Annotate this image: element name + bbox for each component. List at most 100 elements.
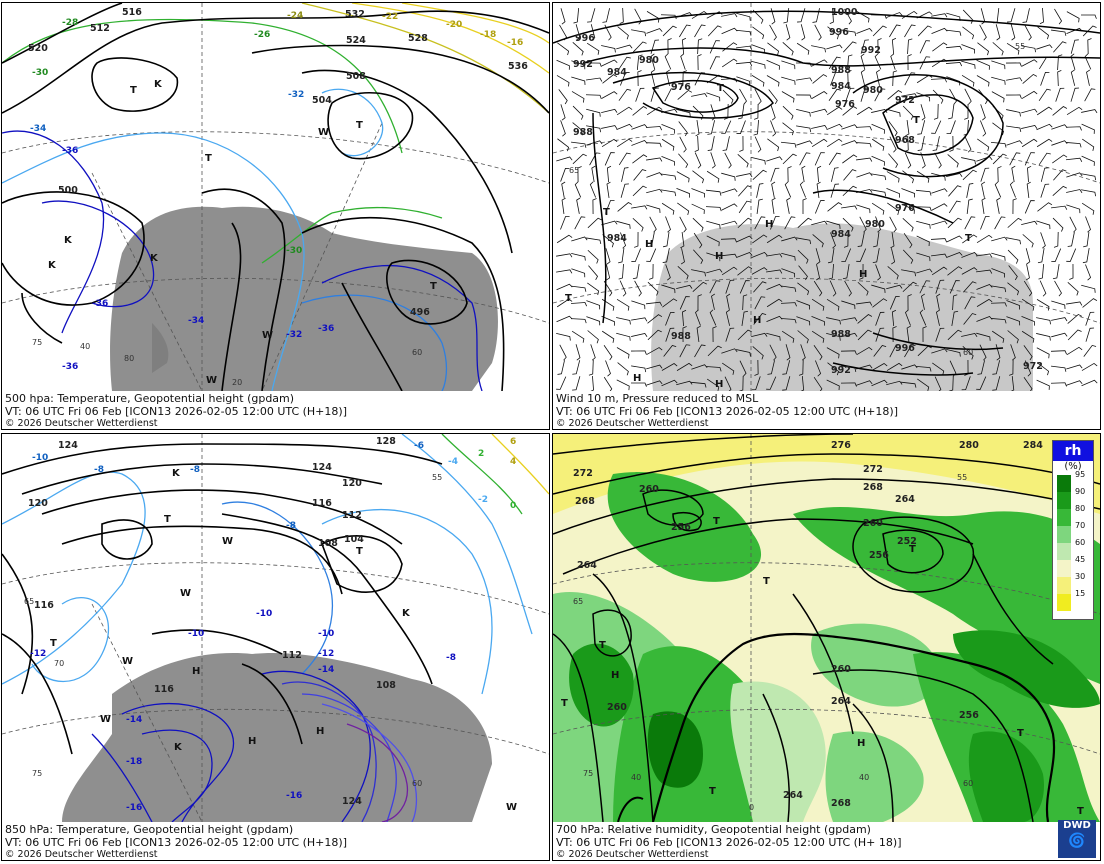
wind-barb <box>781 60 796 70</box>
wind-barb <box>751 157 766 165</box>
wind-barb <box>619 7 624 24</box>
temp-label: -32 <box>288 90 304 100</box>
wind-barb <box>901 203 915 214</box>
wind-barb <box>601 315 615 326</box>
wind-barb <box>827 248 835 264</box>
isobar-label: 992 <box>831 365 851 376</box>
wind-barb <box>752 169 767 181</box>
wind-barb <box>991 236 1008 242</box>
wind-barb <box>753 119 759 136</box>
wind-barb <box>680 232 685 249</box>
wind-barb <box>556 59 570 70</box>
wind-barb <box>1006 77 1023 82</box>
wind-barb <box>915 189 932 196</box>
grid-label: 65 <box>569 166 579 175</box>
wind-barb <box>1055 87 1065 102</box>
wind-barb <box>767 138 780 152</box>
wind-barb <box>782 42 794 56</box>
grid-label: 75 <box>583 769 593 778</box>
wind-barb <box>601 59 618 67</box>
wind-barb <box>738 104 745 120</box>
map-850hpa: 128 124 124 120 120 116 112 108 104 116 … <box>2 434 549 822</box>
isobar-label: 992 <box>861 45 881 56</box>
wind-barb <box>631 300 646 310</box>
wind-barb <box>1057 70 1062 87</box>
height-label: 252 <box>897 536 917 547</box>
temp-label: -36 <box>62 362 78 372</box>
wind-barb <box>798 265 808 281</box>
wind-barb <box>571 285 587 292</box>
wind-barb <box>1051 317 1068 322</box>
wind-barb <box>830 183 840 198</box>
wind-barb <box>1051 29 1067 36</box>
temp-label: -8 <box>190 465 200 475</box>
wind-barb <box>1036 220 1051 230</box>
wind-barb <box>856 106 873 116</box>
wind-barb <box>616 317 631 325</box>
temp-label: -30 <box>286 246 302 256</box>
height-label: 264 <box>895 494 915 505</box>
wind-barb <box>587 217 602 229</box>
wind-barb <box>721 362 735 375</box>
wind-barb <box>647 329 662 341</box>
wind-barb <box>903 232 913 249</box>
wind-barb <box>891 37 897 55</box>
wind-barb <box>831 167 839 182</box>
warm-center: W <box>318 127 329 138</box>
low-center: T <box>50 638 57 649</box>
wind-barb <box>662 248 670 263</box>
legend-row: 15 <box>1053 589 1093 611</box>
wind-barb <box>737 329 752 341</box>
wind-barb <box>931 266 948 276</box>
wind-barb <box>586 108 601 117</box>
wind-barb <box>572 153 587 165</box>
low-center: T <box>205 153 212 164</box>
temp-label: -16 <box>286 791 302 801</box>
height-label: 124 <box>312 462 332 473</box>
wind-barb <box>874 53 882 70</box>
wind-barb <box>602 234 614 248</box>
wind-barb <box>630 382 647 387</box>
wind-barb <box>901 364 918 370</box>
wind-barb <box>677 89 693 100</box>
wind-barb <box>574 216 586 230</box>
wind-barb <box>616 44 633 50</box>
wind-barb <box>1005 62 1022 67</box>
wind-barb <box>994 181 1002 198</box>
wind-barb <box>754 88 762 105</box>
wind-barb <box>780 302 797 307</box>
wind-barb <box>889 24 901 38</box>
low-center: T <box>913 115 920 126</box>
legend-level: 30 <box>1075 572 1086 581</box>
wind-barb <box>1022 73 1038 84</box>
wind-barb <box>571 268 586 278</box>
wind-barb <box>1069 263 1074 280</box>
wind-barb <box>916 170 930 183</box>
wind-barb <box>931 203 948 211</box>
wind-barb <box>616 106 633 116</box>
wind-barb <box>676 380 693 386</box>
wind-barb <box>875 264 881 281</box>
wind-barb <box>560 216 570 230</box>
wind-barb <box>575 24 581 41</box>
wind-barb <box>767 42 780 56</box>
wind-barb <box>560 167 570 182</box>
wind-barb <box>811 125 828 130</box>
wind-barb <box>736 12 751 21</box>
wind-barb <box>707 136 715 151</box>
wind-barb <box>660 14 677 20</box>
wind-barb <box>1009 359 1014 376</box>
wind-barb <box>737 266 753 276</box>
wind-barb <box>916 268 933 274</box>
wind-barb <box>646 364 663 370</box>
legend-row: 90 <box>1053 487 1093 509</box>
wind-barb <box>645 301 663 306</box>
wind-barb <box>556 298 573 308</box>
wind-barb <box>783 7 790 24</box>
wind-barb <box>557 360 565 375</box>
wind-barb <box>856 248 867 262</box>
wind-barb <box>645 142 662 148</box>
temp-label: -32 <box>286 330 302 340</box>
wind-barb <box>706 235 720 247</box>
wind-barb <box>844 280 852 297</box>
